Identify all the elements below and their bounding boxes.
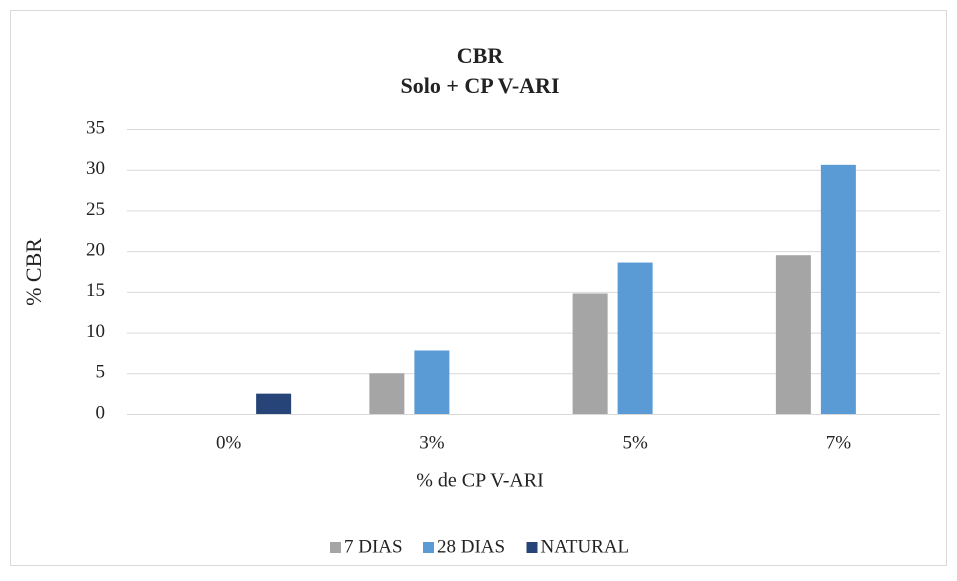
y-tick-label: 10 <box>86 321 105 342</box>
bar <box>775 255 811 414</box>
x-tick-label: 7% <box>826 432 852 453</box>
y-tick-label: 35 <box>86 117 105 138</box>
legend-swatch <box>330 542 341 553</box>
chart-title: CBR <box>457 43 505 68</box>
y-tick-label: 30 <box>86 158 105 179</box>
y-tick-label: 0 <box>96 402 106 423</box>
x-axis-label: % de CP V-ARI <box>416 470 544 492</box>
chart-subtitle: Solo + CP V-ARI <box>400 73 559 98</box>
bar <box>256 393 292 414</box>
bar <box>369 373 405 414</box>
y-tick-label: 5 <box>96 362 106 383</box>
bar <box>617 262 653 414</box>
legend-swatch <box>423 542 434 553</box>
x-tick-label: 3% <box>419 432 445 453</box>
bar <box>820 164 856 414</box>
y-tick-label: 25 <box>86 199 105 220</box>
legend-label: 28 DIAS <box>437 536 505 557</box>
bar <box>414 350 450 414</box>
y-axis-label: % CBR <box>21 238 46 306</box>
legend-swatch <box>526 542 538 553</box>
x-tick-label: 5% <box>622 432 648 453</box>
y-tick-label: 15 <box>86 280 105 301</box>
x-tick-label: 0% <box>216 432 242 453</box>
y-tick-label: 20 <box>86 240 105 261</box>
legend-label: 7 DIAS <box>344 536 403 557</box>
legend-label: NATURAL <box>541 536 630 557</box>
bar <box>572 293 608 414</box>
